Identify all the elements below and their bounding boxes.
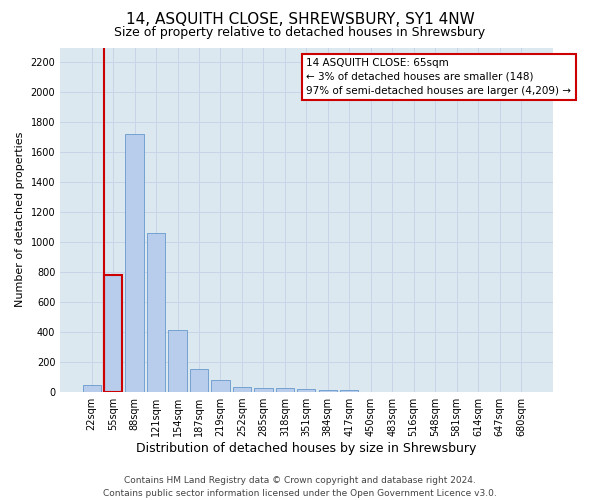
Bar — [125, 134, 144, 392]
Text: Contains HM Land Registry data © Crown copyright and database right 2024.
Contai: Contains HM Land Registry data © Crown c… — [103, 476, 497, 498]
Text: 14, ASQUITH CLOSE, SHREWSBURY, SY1 4NW: 14, ASQUITH CLOSE, SHREWSBURY, SY1 4NW — [125, 12, 475, 28]
Bar — [83, 384, 101, 392]
Bar — [319, 390, 337, 392]
Y-axis label: Number of detached properties: Number of detached properties — [15, 132, 25, 308]
Text: Size of property relative to detached houses in Shrewsbury: Size of property relative to detached ho… — [115, 26, 485, 39]
Bar — [233, 387, 251, 392]
X-axis label: Distribution of detached houses by size in Shrewsbury: Distribution of detached houses by size … — [136, 442, 476, 455]
Bar — [169, 330, 187, 392]
Bar — [297, 389, 316, 392]
Bar — [254, 388, 272, 392]
Bar — [104, 275, 122, 392]
Bar — [147, 234, 165, 392]
Bar — [190, 369, 208, 392]
Bar — [340, 390, 358, 392]
Text: 14 ASQUITH CLOSE: 65sqm
← 3% of detached houses are smaller (148)
97% of semi-de: 14 ASQUITH CLOSE: 65sqm ← 3% of detached… — [307, 58, 571, 96]
Bar — [211, 380, 230, 392]
Bar — [276, 388, 294, 392]
